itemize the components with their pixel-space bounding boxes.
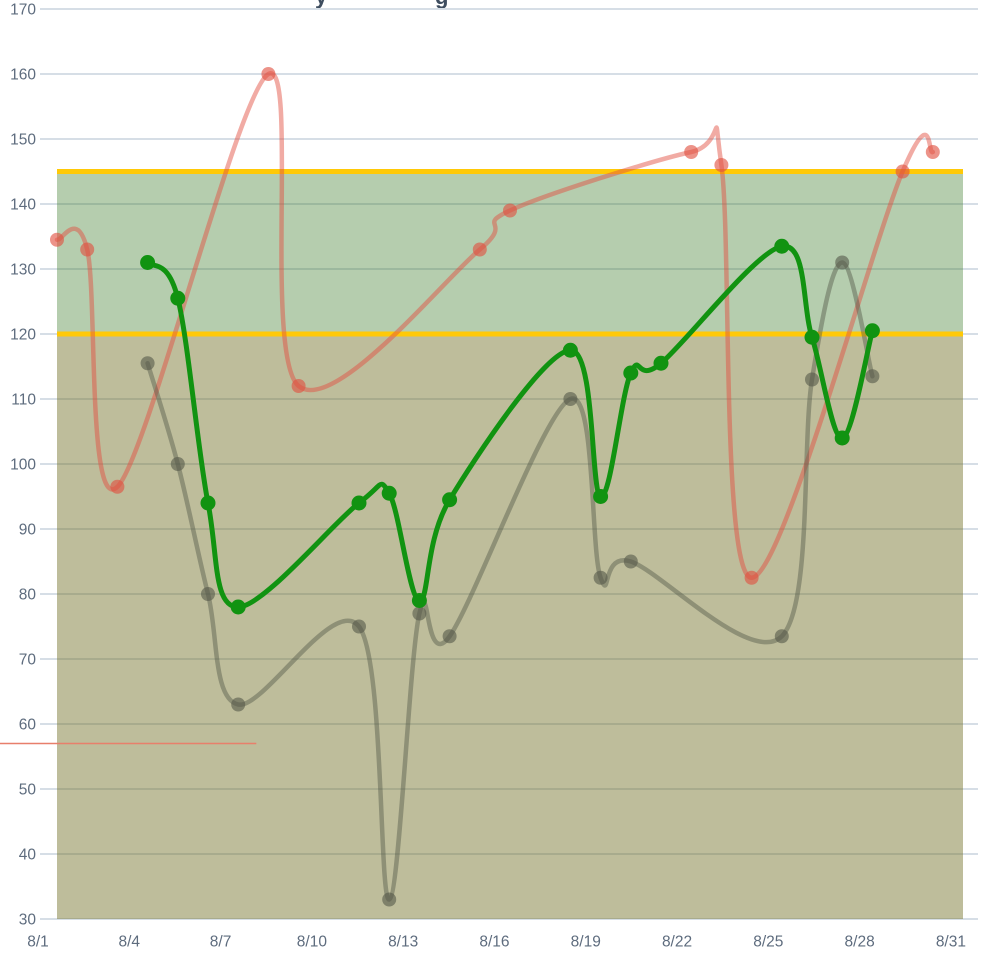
y-tick-label: 60 [19, 717, 37, 734]
series-red-point-8-1[interactable] [50, 232, 64, 247]
series-gray-point-8-19[interactable] [593, 570, 608, 585]
series-green-point-8-18[interactable] [562, 342, 578, 358]
y-tick-label: 40 [19, 847, 37, 864]
series-green-point-8-5[interactable] [170, 290, 186, 306]
series-red-point-8-23[interactable] [714, 158, 729, 172]
lower-band [57, 334, 963, 919]
series-gray-point-8-11[interactable] [352, 619, 366, 634]
y-tick-label: 70 [19, 652, 37, 669]
series-gray-point-8-5[interactable] [170, 457, 185, 471]
series-green-point-8-7[interactable] [230, 599, 246, 615]
series-red-point-8-16[interactable] [503, 203, 517, 218]
x-tick-label-8-19: 8/19 [571, 934, 601, 951]
series-green-point-8-25[interactable] [774, 238, 790, 254]
series-gray-point-8-18[interactable] [563, 392, 578, 406]
y-tick-label: 30 [19, 912, 37, 929]
series-green-line [145, 243, 875, 610]
x-tick-label-8-13: 8/13 [388, 934, 418, 951]
series-green-point-8-12[interactable] [381, 485, 397, 501]
series-gray-point-8-13[interactable] [412, 606, 427, 621]
series-red-point-8-29[interactable] [895, 164, 910, 179]
series-gray-point-8-4[interactable] [140, 356, 155, 371]
series-green-point-8-28[interactable] [864, 323, 880, 339]
title-fragment-y: y [315, 0, 327, 8]
x-tick-label-8-7: 8/7 [210, 934, 232, 951]
series-green-point-8-4[interactable] [140, 255, 156, 270]
series-green-point-8-21[interactable] [653, 355, 669, 371]
series-gray-point-8-20[interactable] [623, 554, 638, 569]
series-green-point-8-20[interactable] [623, 365, 639, 381]
y-tick-label: 100 [10, 457, 36, 474]
x-tick-label-8-25: 8/25 [753, 934, 783, 951]
y-tick-label: 110 [11, 392, 36, 409]
series-red-point-8-15[interactable] [472, 242, 487, 257]
series-green-point-8-19[interactable] [593, 489, 609, 504]
x-tick-label-8-4: 8/4 [119, 934, 141, 951]
y-tick-label: 90 [19, 522, 37, 539]
x-tick-label-8-16: 8/16 [479, 934, 509, 951]
series-red-line [54, 71, 936, 581]
series-gray-point-8-7[interactable] [231, 697, 246, 712]
y-tick-label: 140 [10, 197, 36, 214]
y-tick-label: 160 [10, 67, 36, 84]
upper-target-band [57, 171, 963, 334]
series-green-point-8-11[interactable] [351, 495, 367, 511]
y-tick-label: 150 [10, 132, 36, 149]
series-red-point-8-24[interactable] [744, 570, 759, 585]
x-tick-label-8-28: 8/28 [845, 934, 875, 951]
title-fragment-g: g [435, 0, 448, 8]
series-green-point-8-27[interactable] [834, 430, 850, 446]
series-gray-point-8-27[interactable] [835, 255, 850, 270]
series-red-point-8-2[interactable] [80, 242, 95, 257]
series-gray-point-8-6[interactable] [201, 587, 215, 601]
series-green-point-8-6[interactable] [200, 495, 216, 511]
y-tick-label: 120 [10, 327, 36, 344]
series-red-point-8-8[interactable] [261, 67, 276, 81]
x-tick-label-8-22: 8/22 [662, 934, 692, 951]
series-gray-point-8-12[interactable] [382, 892, 397, 907]
y-tick-label: 130 [10, 262, 36, 279]
series-gray-point-8-26[interactable] [805, 372, 819, 387]
y-tick-label: 170 [10, 2, 36, 19]
x-tick-label-8-1: 8/1 [27, 934, 49, 951]
series-gray-point-8-14[interactable] [442, 629, 457, 644]
series-green-point-8-26[interactable] [804, 329, 820, 345]
x-tick-label-8-10: 8/10 [297, 934, 328, 951]
series-red-point-8-30[interactable] [925, 145, 940, 159]
cropped-chart-title: yg [0, 0, 987, 8]
y-tick-label: 50 [19, 782, 37, 799]
series-red-point-8-22[interactable] [684, 145, 699, 159]
series-green-point-8-13[interactable] [411, 593, 427, 608]
series-red-point-8-9[interactable] [291, 379, 306, 393]
series-gray-point-8-28[interactable] [865, 369, 880, 384]
series-gray-point-8-25[interactable] [774, 629, 789, 644]
x-tick-label-8-31: 8/31 [936, 934, 966, 951]
series-red-point-8-3[interactable] [110, 479, 125, 494]
series-green-point-8-14[interactable] [442, 492, 458, 508]
y-tick-label: 80 [19, 587, 37, 604]
